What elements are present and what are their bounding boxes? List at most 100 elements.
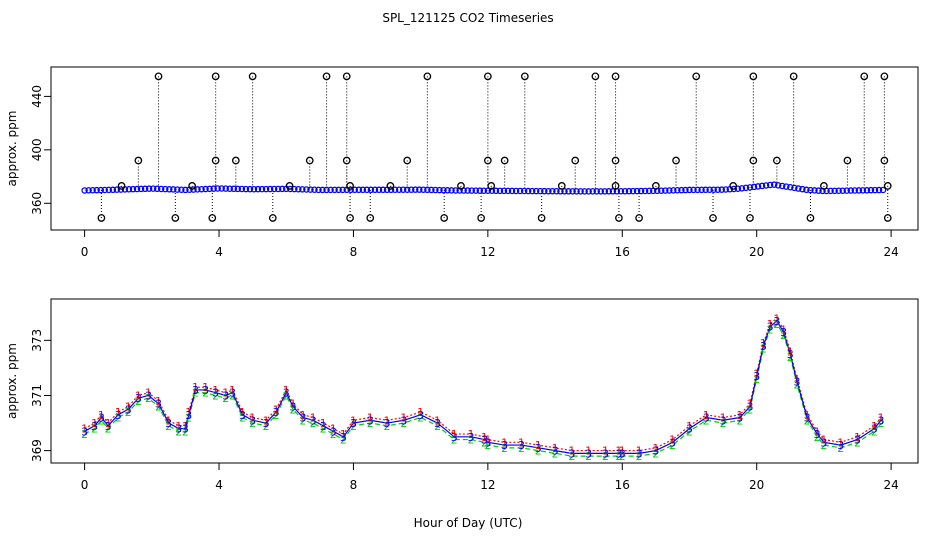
x-tick-label: 12 xyxy=(480,245,495,259)
baseline-point xyxy=(375,186,383,194)
figure-title: SPL_121125 CO2 Timeseries xyxy=(382,11,553,25)
series-point-3: 3 xyxy=(814,428,821,441)
series-point-3: 3 xyxy=(552,445,559,458)
baseline-point xyxy=(524,187,532,195)
baseline-point xyxy=(125,186,133,193)
series-point-1: 1 xyxy=(263,414,270,427)
series-point-1: 1 xyxy=(182,420,189,433)
outlier-point xyxy=(285,182,294,190)
series-point-2: 2 xyxy=(760,343,767,356)
series-point-3: 3 xyxy=(878,414,885,427)
baseline-point xyxy=(242,185,250,193)
series-point-3: 3 xyxy=(481,434,488,447)
series-point-2: 2 xyxy=(501,442,508,455)
baseline-point xyxy=(331,186,338,194)
series-point-1: 1 xyxy=(400,412,407,425)
series-point-3: 3 xyxy=(794,376,801,389)
series-point-1: 1 xyxy=(434,414,441,427)
baseline-point xyxy=(258,185,266,193)
baseline-point xyxy=(504,187,512,195)
outlier-point xyxy=(477,214,485,222)
baseline-point xyxy=(508,187,516,195)
outlier-point xyxy=(305,156,314,165)
series-point-1: 1 xyxy=(125,400,132,413)
baseline-point xyxy=(222,185,229,192)
series-point-2: 2 xyxy=(787,351,794,364)
series-point-3: 3 xyxy=(501,439,508,452)
series-point-2: 2 xyxy=(249,417,256,430)
outlier-point xyxy=(457,182,465,190)
series-point-1: 1 xyxy=(283,384,290,397)
baseline-point xyxy=(166,186,173,193)
baseline-point xyxy=(484,187,492,194)
series-point-2: 2 xyxy=(652,447,659,460)
baseline-point xyxy=(746,184,754,191)
x-tick-label: 16 xyxy=(615,245,630,259)
x-tick-label: 0 xyxy=(81,478,89,492)
series-point-1: 1 xyxy=(105,417,112,430)
baseline-point xyxy=(145,185,153,192)
plot-frame xyxy=(50,66,919,231)
baseline-point xyxy=(533,187,540,195)
baseline-point xyxy=(157,185,165,193)
series-point-3: 3 xyxy=(451,431,458,444)
baseline-point xyxy=(319,186,326,194)
baseline-point xyxy=(117,186,125,193)
baseline-point xyxy=(85,187,92,194)
series-point-2: 2 xyxy=(155,400,162,413)
baseline-point xyxy=(428,186,435,194)
outlier-point xyxy=(268,214,277,222)
baseline-point xyxy=(420,186,427,193)
series-point-3: 3 xyxy=(484,436,491,449)
baseline-point xyxy=(416,186,423,193)
baseline-point xyxy=(436,186,443,194)
baseline-point xyxy=(774,182,782,189)
baseline-point xyxy=(170,186,177,193)
baseline-point xyxy=(601,188,609,195)
series-point-3: 3 xyxy=(212,387,219,400)
baseline-point xyxy=(432,186,439,194)
series-point-1: 1 xyxy=(91,417,98,430)
baseline-point xyxy=(621,187,629,195)
series-point-2: 2 xyxy=(837,442,844,455)
series-point-3: 3 xyxy=(350,417,357,430)
baseline-point xyxy=(274,185,282,193)
series-line-2 xyxy=(84,322,882,457)
baseline-point xyxy=(218,185,225,192)
outlier-point xyxy=(820,182,828,190)
baseline-point xyxy=(198,185,205,193)
outlier-point xyxy=(692,72,701,81)
x-tick-label: 20 xyxy=(749,245,764,259)
series-point-3: 3 xyxy=(568,447,575,460)
series-point-2: 2 xyxy=(81,428,88,441)
baseline-point xyxy=(93,186,100,194)
baseline-point xyxy=(682,186,689,194)
series-point-3: 3 xyxy=(175,423,182,436)
baseline-point xyxy=(666,187,673,194)
outlier-point xyxy=(386,182,395,190)
outlier-point xyxy=(611,72,620,81)
baseline-point xyxy=(569,188,576,195)
baseline-point xyxy=(835,187,842,195)
series-point-3: 3 xyxy=(273,406,280,419)
series-point-2: 2 xyxy=(468,434,475,447)
baseline-point xyxy=(266,185,274,193)
series-point-1: 1 xyxy=(155,395,162,408)
series-point-1: 1 xyxy=(794,373,801,386)
outlier-point xyxy=(154,72,163,81)
baseline-point xyxy=(553,188,560,195)
series-point-1: 1 xyxy=(787,345,794,358)
baseline-point xyxy=(379,186,387,194)
series-point-1: 1 xyxy=(320,417,327,430)
baseline-point xyxy=(480,187,488,194)
baseline-point xyxy=(395,186,403,193)
baseline-point xyxy=(254,185,262,193)
series-point-1: 1 xyxy=(145,387,152,400)
series-point-2: 2 xyxy=(182,425,189,438)
series-point-3: 3 xyxy=(615,447,622,460)
series-point-1: 1 xyxy=(602,445,609,458)
series-point-1: 1 xyxy=(820,434,827,447)
series-point-2: 2 xyxy=(330,428,337,441)
y-tick-label: 373 xyxy=(30,329,44,352)
baseline-point xyxy=(391,186,399,194)
